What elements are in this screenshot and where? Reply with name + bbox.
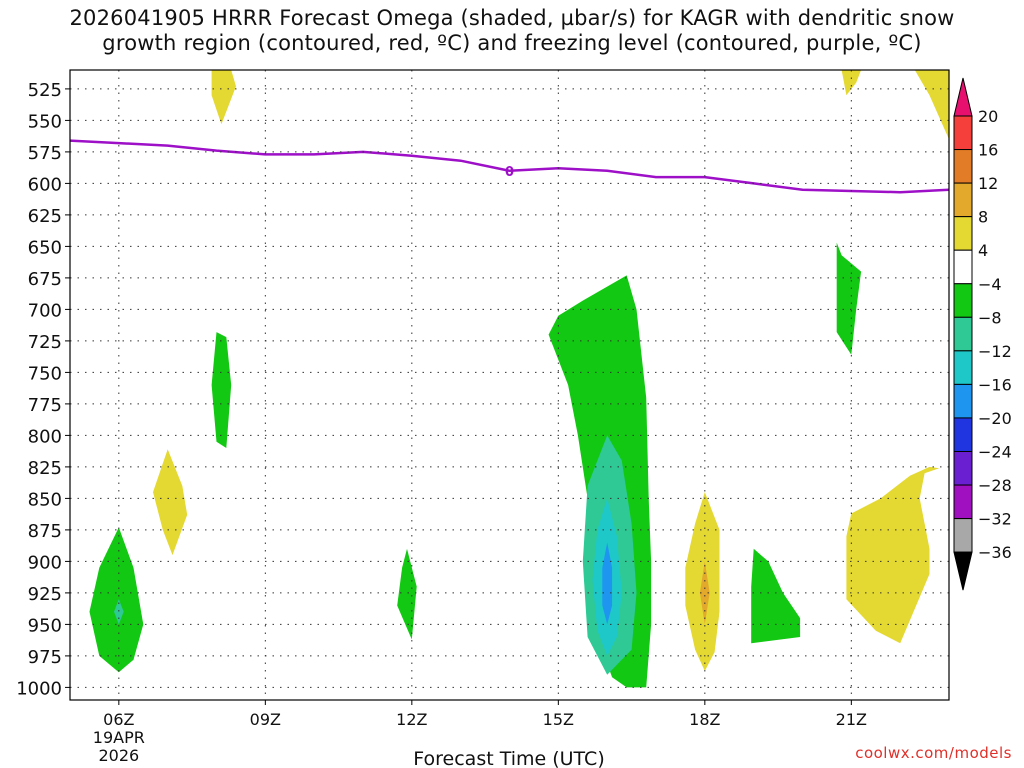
colorbar-label-1: 16	[978, 141, 998, 160]
x-tick-label-21Z: 21Z	[836, 710, 867, 729]
colorbar-bin--16 to -12	[953, 350, 973, 385]
x-tick-label-12Z: 12Z	[396, 710, 427, 729]
plot-frame	[69, 69, 950, 701]
omega-region-8	[397, 548, 417, 640]
y-tick-label-825: 825	[28, 458, 62, 479]
omega-region-5	[153, 449, 188, 556]
y-tick-label-650: 650	[28, 237, 62, 258]
y-tick-label-925: 925	[28, 584, 62, 605]
omega-region-16	[846, 466, 940, 644]
omega-shading	[70, 70, 949, 710]
colorbar-label-12: −32	[978, 510, 1012, 529]
omega-region-14	[699, 561, 710, 625]
omega-region-2	[914, 70, 949, 140]
colorbar-label-6: −8	[978, 308, 1002, 327]
x-tick-sublabel-2026: 2026	[98, 746, 139, 765]
y-tick-label-750: 750	[28, 363, 62, 384]
x-tick-label-06Z: 06Z	[103, 710, 134, 729]
grid	[70, 70, 949, 700]
colorbar: 20 16 12 8 4 −4 −8 −12 −16 −20 −24 −28 −32 −36	[953, 77, 1012, 591]
colorbar-label-10: −24	[978, 443, 1012, 462]
y-tick-label-775: 775	[28, 395, 62, 416]
colorbar-bin--24 to -20	[953, 417, 973, 453]
y-tick-label-675: 675	[28, 269, 62, 290]
chart-title-line1: 2026041905 HRRR Forecast Omega (shaded, …	[69, 6, 955, 30]
x-tick-label-15Z: 15Z	[543, 710, 574, 729]
y-tick-label-550: 550	[28, 111, 62, 132]
colorbar-label-5: −4	[978, 275, 1002, 294]
colorbar-bottom-triangle	[953, 551, 973, 591]
omega-region-6	[89, 527, 144, 673]
colorbar-bin-16 to 20	[953, 115, 973, 151]
colorbar-label-4: 4	[978, 241, 988, 260]
x-tick-sublabel-19APR: 19APR	[93, 728, 145, 747]
y-tick-label-575: 575	[28, 143, 62, 164]
colorbar-bin--28 to -24	[953, 451, 973, 486]
y-tick-label-1000: 1000	[16, 678, 62, 699]
colorbar-label-8: −16	[978, 375, 1012, 394]
y-tick-label-725: 725	[28, 332, 62, 353]
colorbar-bin--4 to 4	[953, 249, 973, 285]
omega-region-4	[836, 242, 862, 355]
colorbar-bin-12 to 16	[953, 149, 973, 184]
colorbar-top-triangle	[953, 77, 973, 117]
omega-region-3	[211, 332, 232, 448]
colorbar-label-2: 12	[978, 174, 998, 193]
colorbar-label-7: −12	[978, 342, 1012, 361]
x-tick-label-18Z: 18Z	[689, 710, 720, 729]
colorbar-bin--8 to -4	[953, 283, 973, 318]
freezing-level-line	[70, 139, 949, 194]
terrain-band	[77, 704, 949, 710]
y-tick-label-900: 900	[28, 552, 62, 573]
y-tick-label-800: 800	[28, 426, 62, 447]
y-tick-label-525: 525	[28, 80, 62, 101]
y-tick-label-700: 700	[28, 300, 62, 321]
colorbar-bin-8 to 12	[953, 182, 973, 218]
y-tick-label-975: 975	[28, 647, 62, 668]
x-tick-label-09Z: 09Z	[250, 710, 281, 729]
plot-area: 0 525 550 575 600 625 650 675 700 725 750 775 800 825…	[16, 69, 950, 765]
y-tick-label-875: 875	[28, 521, 62, 542]
y-tick-label-850: 850	[28, 489, 62, 510]
freezing-level-label: 0	[505, 165, 514, 180]
colorbar-label-11: −28	[978, 476, 1012, 495]
chart-title: 2026041905 HRRR Forecast Omega (shaded, …	[0, 6, 1024, 56]
colorbar-label-0: 20	[978, 107, 998, 126]
colorbar-bin-4 to 8	[953, 216, 973, 251]
colorbar-label-13: −36	[978, 543, 1012, 562]
y-tick-label-600: 600	[28, 174, 62, 195]
omega-region-12	[602, 542, 613, 625]
x-axis-label: Forecast Time (UTC)	[413, 748, 604, 768]
y-tick-label-950: 950	[28, 615, 62, 636]
omega-region-1	[841, 70, 862, 96]
y-tick-label-625: 625	[28, 206, 62, 227]
colorbar-bin--32 to -28	[953, 484, 973, 520]
colorbar-bin--12 to -8	[953, 316, 973, 352]
colorbar-bin--20 to -16	[953, 383, 973, 419]
chart-title-line2: growth region (contoured, red, ºC) and f…	[102, 31, 922, 55]
colorbar-bin--36 to -32	[953, 518, 973, 553]
omega-region-7	[114, 599, 124, 625]
colorbar-label-9: −20	[978, 409, 1012, 428]
colorbar-label-3: 8	[978, 208, 988, 227]
omega-region-0	[211, 70, 236, 125]
credit-link[interactable]: coolwx.com/models	[855, 744, 1012, 762]
omega-region-15	[751, 548, 801, 644]
